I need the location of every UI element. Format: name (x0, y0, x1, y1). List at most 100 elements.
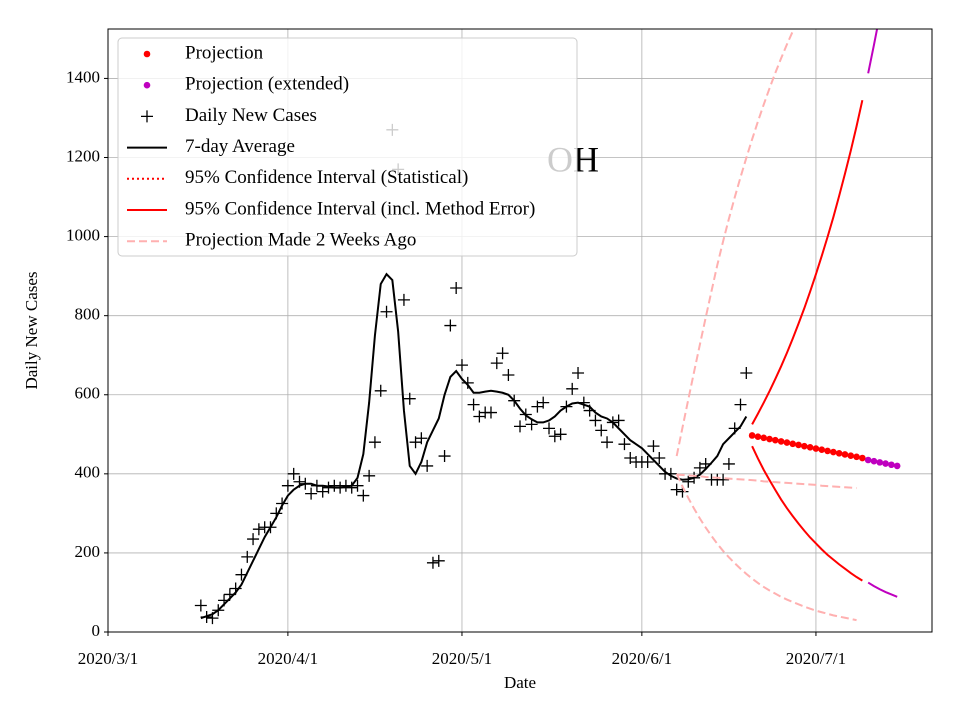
case-marker (589, 414, 602, 427)
x-tick-label: 2020/6/1 (612, 649, 672, 668)
case-marker (502, 368, 515, 381)
projection-point (841, 451, 849, 458)
y-tick-label: 200 (75, 542, 101, 561)
case-marker (281, 479, 294, 492)
plot-frame (107, 28, 933, 633)
y-axis-label: Daily New Cases (22, 271, 41, 389)
y-tick-label: 0 (92, 621, 101, 640)
projection-point (818, 446, 826, 454)
case-marker (566, 382, 579, 395)
projection-point (748, 432, 756, 439)
projection-point (783, 439, 791, 446)
projection-point (888, 461, 895, 469)
x-axis-label: Date (504, 673, 536, 692)
y-tick-label: 1200 (66, 146, 100, 165)
case-marker (484, 406, 497, 419)
y-tick-label: 600 (75, 384, 101, 403)
case-marker (450, 281, 463, 294)
case-marker (490, 357, 503, 370)
legend-marker (143, 81, 151, 89)
case-marker (653, 452, 666, 465)
projection-point (847, 452, 855, 459)
case-marker (554, 428, 567, 441)
case-marker (722, 457, 735, 470)
y-tick-label: 800 (75, 305, 101, 324)
series-line (675, 473, 857, 622)
legend-label: 95% Confidence Interval (Statistical) (185, 167, 468, 188)
case-marker (537, 396, 550, 409)
projection-point (853, 453, 860, 461)
legend-box (117, 37, 578, 257)
projection-point (812, 445, 820, 452)
case-marker (572, 367, 585, 380)
case-marker (357, 489, 370, 502)
projection-point (893, 462, 901, 470)
legend-label: 7-day Average (185, 136, 295, 157)
case-marker (612, 414, 625, 427)
projection-point (806, 444, 814, 451)
case-marker (601, 436, 614, 449)
projection-point (864, 456, 872, 464)
legend-label: 95% Confidence Interval (incl. Method Er… (185, 198, 535, 219)
case-marker (455, 359, 468, 372)
series-line (200, 272, 748, 620)
case-marker (734, 398, 747, 411)
case-marker (548, 430, 561, 443)
x-tick-label: 2020/5/1 (432, 649, 492, 668)
legend-marker (143, 50, 151, 58)
case-marker (247, 533, 260, 546)
series-line (867, 581, 898, 598)
projection-point (754, 433, 762, 440)
projection-point (760, 434, 768, 442)
plot-area (194, 29, 901, 625)
case-marker (717, 473, 730, 486)
case-marker (345, 481, 358, 494)
y-tick-label: 1000 (66, 225, 100, 244)
case-marker (415, 432, 428, 445)
case-marker (467, 398, 480, 411)
projection-point (870, 457, 878, 465)
projection-point (830, 448, 837, 456)
case-marker (287, 467, 300, 480)
case-marker (740, 367, 753, 380)
case-marker (368, 436, 381, 449)
case-marker (438, 450, 451, 463)
case-marker (514, 420, 526, 433)
case-marker (421, 459, 434, 472)
case-marker (647, 440, 660, 453)
projection-point (835, 449, 843, 457)
case-marker (363, 469, 376, 482)
case-marker (252, 523, 265, 536)
series-line (867, 29, 879, 74)
y-tick-label: 400 (75, 463, 101, 482)
case-marker (380, 305, 393, 318)
legend-label: Projection (185, 42, 264, 63)
case-marker (525, 418, 538, 431)
case-marker (432, 554, 445, 567)
legend-label: Projection (extended) (185, 74, 349, 95)
case-marker (328, 479, 341, 492)
case-marker (641, 455, 654, 468)
case-marker (444, 319, 457, 332)
case-marker (461, 376, 474, 389)
series-line (676, 473, 857, 490)
x-tick-label: 2020/7/1 (786, 649, 846, 668)
projection-point (789, 440, 797, 448)
projection-point (772, 436, 779, 444)
series-line (675, 29, 795, 457)
case-marker (496, 347, 509, 360)
y-tick-label: 1400 (66, 67, 100, 86)
legend-label: Projection Made 2 Weeks Ago (185, 230, 416, 251)
legend: Projection Projection (extended) Daily New… (117, 37, 578, 257)
case-marker (543, 422, 556, 435)
series-line (751, 445, 863, 582)
case-marker (618, 438, 631, 451)
legend-marker (141, 110, 153, 123)
case-marker (305, 487, 318, 500)
case-marker (403, 392, 416, 405)
case-marker (194, 599, 207, 612)
legend-label: Daily New Cases (185, 105, 317, 126)
projection-point (801, 442, 808, 450)
